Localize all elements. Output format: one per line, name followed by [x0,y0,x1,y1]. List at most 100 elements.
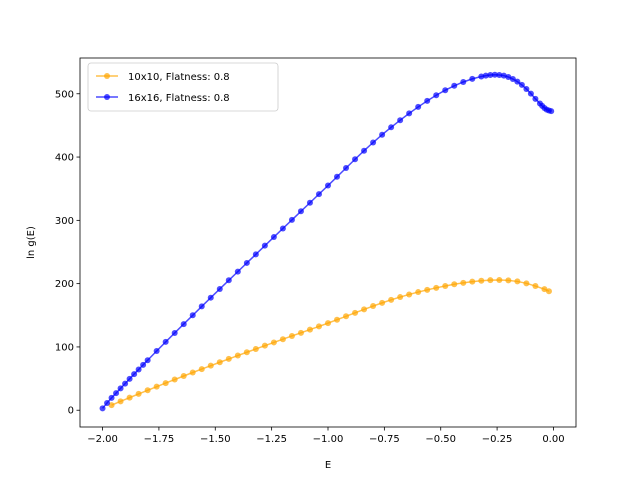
data-point [234,268,241,275]
data-point [514,278,521,285]
data-point [388,296,395,303]
data-point [424,97,431,104]
data-point [225,277,232,284]
data-point [469,278,476,285]
series-0 [108,276,552,409]
data-point [397,294,404,301]
data-point [315,323,322,330]
data-point [325,320,331,327]
data-point [370,303,377,310]
data-point [113,390,120,397]
data-point [361,306,368,313]
data-point [171,376,178,383]
data-point [198,303,205,310]
legend: 10x10, Flatness: 0.8 16x16, Flatness: 0.8 [87,62,279,112]
data-point [442,282,449,289]
data-point [234,352,241,359]
data-point [288,332,295,339]
x-axis-label: E [325,460,331,471]
data-point [108,402,115,409]
data-point [460,279,467,286]
data-point [297,208,304,215]
data-point [162,380,169,387]
data-point [496,71,503,78]
x-tick-label: −1.75 [144,434,175,445]
data-point [131,371,138,378]
x-tick-label: −2.00 [87,434,118,445]
data-point [478,73,485,80]
data-point [117,398,124,405]
data-point [505,73,512,80]
data-point [252,345,259,352]
data-point [352,156,359,163]
data-point [334,316,341,323]
data-point [261,342,268,349]
data-point [379,131,386,138]
data-point [144,357,151,364]
data-point [433,92,440,99]
data-point [153,347,160,354]
y-tick-label: 200 [55,279,74,290]
legend-label: 10x10, Flatness: 0.8 [128,72,230,83]
data-point [415,289,422,296]
data-point [397,117,404,124]
data-point [361,147,368,154]
x-tick-label: −0.75 [369,434,400,445]
y-tick-label: 0 [68,406,74,417]
data-point [379,299,386,306]
y-tick-label: 500 [55,89,74,100]
data-point [527,90,534,97]
data-point [225,355,232,362]
data-point [189,312,196,319]
data-point [207,294,214,301]
data-point [514,78,521,85]
data-point [270,234,277,241]
data-point [541,286,548,293]
data-point [496,276,503,283]
data-point [548,108,555,115]
data-point [343,165,350,171]
data-point [505,277,512,284]
plot-series-layer [99,71,555,412]
data-point [343,313,350,320]
y-tick-label: 100 [55,342,74,353]
data-point [288,216,295,223]
data-point [180,372,187,379]
data-point [216,285,223,292]
legend-box [87,62,279,112]
y-tick-label: 300 [55,216,74,227]
data-point [252,251,259,258]
data-point [433,284,440,291]
data-point [135,366,142,373]
data-point [126,375,133,382]
x-tick-label: −0.50 [425,434,456,445]
data-point [216,359,223,366]
data-point [509,76,516,83]
data-point [523,280,530,287]
data-point [532,283,539,290]
data-point [487,72,494,79]
x-tick-label: −1.00 [313,434,344,445]
data-point [99,405,106,412]
data-point [442,87,449,94]
data-point [180,321,187,328]
data-point [126,394,133,401]
data-point [306,199,313,206]
data-point [482,72,489,79]
data-point [334,173,341,180]
data-point [122,380,129,387]
data-point [388,124,395,131]
data-point [162,338,169,345]
data-point [370,139,377,146]
data-point [261,242,268,249]
y-axis-label: ln g(E) [26,226,37,259]
data-point [518,81,525,88]
data-point [171,329,178,336]
data-point [532,95,539,102]
data-point [523,85,530,92]
data-point [144,387,151,394]
y-tick-label: 400 [55,153,74,164]
x-tick-label: −1.25 [256,434,287,445]
data-point [135,390,142,397]
